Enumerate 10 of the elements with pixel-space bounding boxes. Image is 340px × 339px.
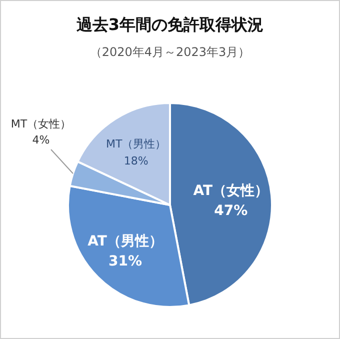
slice-label: MT（男性） [106,138,166,151]
data-label: 4% [32,133,50,146]
data-label: 18% [124,154,148,168]
data-label: 47% [214,203,248,220]
chart-subtitle: （2020年4月～2023年3月） [90,45,250,59]
slice-label: AT（女性） [193,183,269,200]
slice-label: MT（女性） [10,117,72,130]
slice-label: AT（男性） [88,234,163,250]
chart-title: 過去3年間の免許取得状況 [75,15,264,34]
data-label: 31% [108,254,142,270]
